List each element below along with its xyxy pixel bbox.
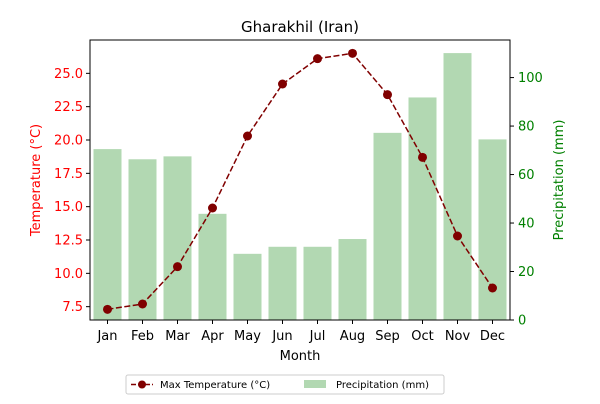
temperature-point-feb [138,299,147,309]
x-tick-label-dec: Dec [480,329,505,344]
chart-title: Gharakhil (Iran) [241,18,359,36]
legend-box [125,374,445,395]
right-tick-label: 60 [518,168,535,183]
precipitation-bar-apr [198,213,227,320]
right-tick-label: 20 [518,265,535,280]
precipitation-bar-jan [93,149,122,320]
right-axis-label: Precipitation (mm) [552,120,567,241]
left-axis: 7.5 10.0 12.5 15.0 17.5 20.0 22.5 25.0 [54,67,90,315]
x-tick-label-oct: Oct [411,329,433,344]
precipitation-bar-oct [408,97,437,320]
x-tick-label-nov: Nov [445,329,471,344]
temperature-point-oct [418,152,427,162]
right-axis: 0 20 40 60 80 100 [510,71,543,329]
temperature-point-jan [103,304,112,314]
left-tick-label: 7.5 [62,300,83,315]
temperature-line-path [107,52,494,311]
temperature-point-jun [278,79,287,89]
legend: Max Temperature (°C) Precipitation (mm) [125,374,445,395]
x-tick-label-apr: Apr [201,329,224,344]
legend-precipitation-label: Precipitation (mm) [336,380,429,391]
precipitation-bar-nov [443,53,472,320]
temperature-point-aug [348,48,357,58]
precipitation-bar-jul [303,246,332,320]
precipitation-bar-may [233,253,262,320]
legend-temperature-label: Max Temperature (°C) [160,380,270,391]
plot-frame [89,39,511,321]
x-axis-label: Month [280,349,321,364]
precipitation-bar-jun [268,246,297,320]
temperature-point-dec [488,283,497,293]
right-tick-label: 100 [518,71,543,86]
left-tick-label: 10.0 [54,267,83,282]
temperature-point-may [243,131,252,141]
x-tick-label-jul: Jul [309,329,326,344]
right-tick-label: 40 [518,217,535,232]
precipitation-bar-feb [128,159,157,320]
left-tick-label: 12.5 [54,234,83,249]
precipitation-bar-dec [478,139,507,320]
legend-bar-swatch [304,380,326,388]
left-axis-label: Temperature (°C) [29,124,44,237]
precipitation-bar-aug [338,239,367,320]
right-tick-label: 80 [518,120,535,135]
precipitation-bars [93,53,507,320]
left-tick-label: 17.5 [54,167,83,182]
temperature-point-apr [208,203,217,213]
x-tick-label-jan: Jan [96,329,117,344]
x-tick-label-aug: Aug [340,329,365,344]
precipitation-bar-sep [373,132,402,320]
x-tick-label-mar: Mar [165,329,190,344]
left-tick-label: 20.0 [54,134,83,149]
x-axis: Jan Feb Mar Apr May Jun Jul Aug Sep Oct Nov Dec [96,320,505,344]
temperature-point-sep [383,90,392,100]
precipitation-bar-mar [163,156,192,320]
temperature-point-jul [313,54,322,64]
x-tick-label-feb: Feb [131,329,154,344]
right-tick-label: 0 [518,314,526,329]
x-tick-label-may: May [234,329,261,344]
legend-marker-swatch [138,380,146,389]
temperature-point-nov [453,231,462,241]
left-tick-label: 25.0 [54,67,83,82]
left-tick-label: 15.0 [54,200,83,215]
temperature-point-mar [173,262,182,272]
left-tick-label: 22.5 [54,100,83,115]
temperature-line [103,48,497,314]
x-tick-label-jun: Jun [271,329,292,344]
x-tick-label-sep: Sep [375,329,400,344]
